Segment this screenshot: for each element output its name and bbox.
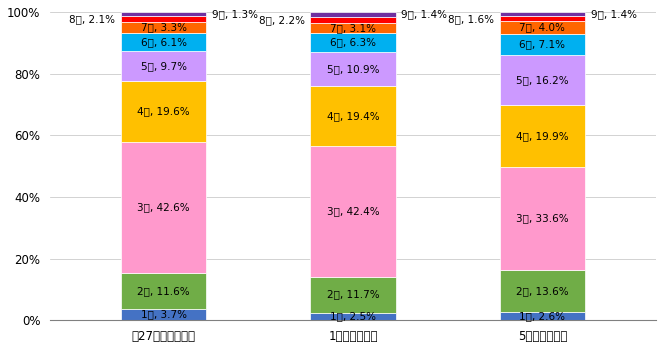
Text: 4級, 19.4%: 4級, 19.4% bbox=[327, 111, 379, 121]
Text: 6級, 6.3%: 6級, 6.3% bbox=[330, 38, 376, 48]
Bar bbox=[500, 21, 585, 34]
Bar bbox=[121, 142, 206, 273]
Text: 2級, 13.6%: 2級, 13.6% bbox=[516, 286, 569, 296]
Bar bbox=[500, 16, 585, 21]
Bar bbox=[310, 276, 396, 313]
Text: 2級, 11.7%: 2級, 11.7% bbox=[327, 289, 379, 300]
Text: 7級, 3.3%: 7級, 3.3% bbox=[141, 22, 187, 33]
Bar bbox=[121, 22, 206, 33]
Bar bbox=[310, 146, 396, 276]
Text: 7級, 4.0%: 7級, 4.0% bbox=[520, 22, 566, 32]
Text: 6級, 6.1%: 6級, 6.1% bbox=[141, 37, 187, 47]
Bar bbox=[500, 270, 585, 312]
Bar bbox=[500, 55, 585, 105]
Text: 1級, 2.5%: 1級, 2.5% bbox=[330, 312, 376, 322]
Text: 1級, 3.7%: 1級, 3.7% bbox=[141, 310, 187, 320]
Bar bbox=[310, 12, 396, 16]
Bar bbox=[121, 16, 206, 22]
Text: 3級, 33.6%: 3級, 33.6% bbox=[516, 214, 569, 224]
Bar bbox=[121, 51, 206, 81]
Bar bbox=[310, 86, 396, 146]
Bar bbox=[500, 312, 585, 320]
Text: 9級, 1.4%: 9級, 1.4% bbox=[591, 9, 636, 19]
Text: 3級, 42.6%: 3級, 42.6% bbox=[137, 202, 190, 212]
Text: 1級, 2.6%: 1級, 2.6% bbox=[519, 311, 566, 321]
Text: 4級, 19.9%: 4級, 19.9% bbox=[516, 131, 569, 141]
Text: 9級, 1.3%: 9級, 1.3% bbox=[212, 9, 258, 19]
Bar bbox=[310, 16, 396, 23]
Text: 8級, 2.1%: 8級, 2.1% bbox=[70, 14, 115, 24]
Text: 7級, 3.1%: 7級, 3.1% bbox=[330, 23, 376, 33]
Bar bbox=[121, 309, 206, 320]
Text: 4級, 19.6%: 4級, 19.6% bbox=[137, 106, 190, 117]
Bar bbox=[310, 33, 396, 52]
Text: 9級, 1.4%: 9級, 1.4% bbox=[401, 9, 448, 19]
Bar bbox=[500, 34, 585, 55]
Bar bbox=[121, 273, 206, 309]
Text: 6級, 7.1%: 6級, 7.1% bbox=[519, 40, 566, 49]
Bar bbox=[121, 81, 206, 142]
Text: 5級, 10.9%: 5級, 10.9% bbox=[327, 64, 379, 74]
Bar bbox=[500, 167, 585, 270]
Text: 3級, 42.4%: 3級, 42.4% bbox=[327, 206, 379, 216]
Text: 2級, 11.6%: 2級, 11.6% bbox=[137, 286, 190, 296]
Text: 8級, 2.2%: 8級, 2.2% bbox=[259, 15, 305, 25]
Bar bbox=[310, 52, 396, 86]
Bar bbox=[500, 105, 585, 167]
Text: 5級, 9.7%: 5級, 9.7% bbox=[141, 61, 187, 71]
Bar bbox=[121, 33, 206, 51]
Bar bbox=[500, 12, 585, 16]
Text: 5級, 16.2%: 5級, 16.2% bbox=[516, 75, 569, 85]
Text: 8級, 1.6%: 8級, 1.6% bbox=[448, 14, 494, 24]
Bar bbox=[310, 23, 396, 33]
Bar bbox=[310, 313, 396, 320]
Bar bbox=[121, 12, 206, 16]
